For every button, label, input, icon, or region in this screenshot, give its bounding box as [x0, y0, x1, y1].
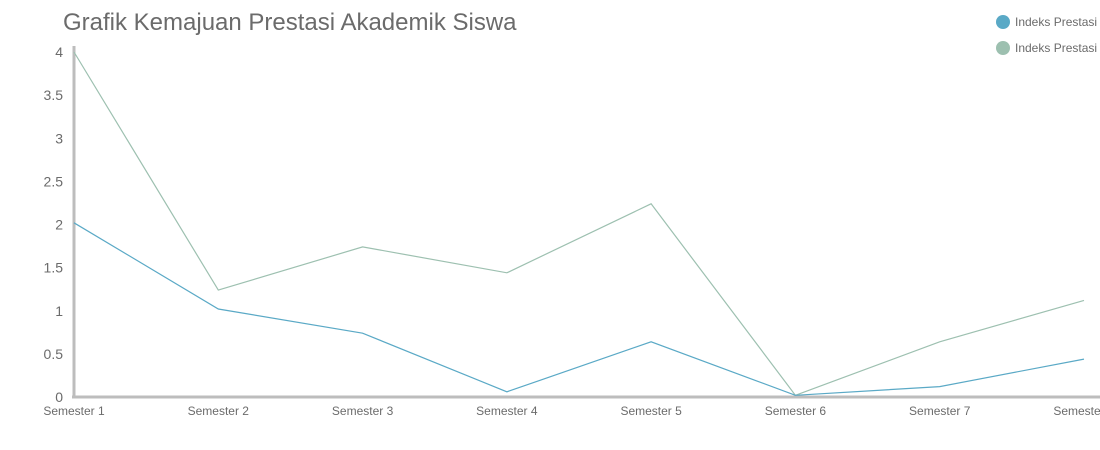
x-tick-label: Semester 5 — [620, 404, 682, 418]
y-tick-label: 4 — [55, 44, 63, 60]
series-line-1 — [73, 222, 1085, 396]
series-group — [73, 51, 1085, 397]
y-tick-label: 3 — [55, 130, 63, 146]
legend-item-series-2[interactable]: Indeks Prestasi — [996, 39, 1100, 56]
x-tick-label: Semester 3 — [332, 404, 394, 418]
x-axis-group: Semester 1 Semester 2 Semester 3 Semester 4… — [43, 395, 1100, 418]
x-tick-label: Semester 8 — [1053, 404, 1100, 418]
y-tick-label: 1 — [55, 303, 63, 319]
y-tick-label: 0.5 — [44, 346, 64, 362]
legend-item-series-1[interactable]: Indeks Prestasi — [996, 13, 1100, 30]
x-tick-label: Semester 6 — [765, 404, 827, 418]
y-tick-label: 2.5 — [44, 173, 64, 189]
x-tick-label: Semester 4 — [476, 404, 538, 418]
y-tick-label: 0 — [55, 389, 63, 405]
legend-swatch-series-1 — [996, 14, 1010, 29]
x-tick-label: Semester 1 — [43, 404, 105, 418]
series-line-2 — [73, 51, 1085, 397]
legend-swatch-series-2 — [996, 40, 1010, 55]
legend: Indeks Prestasi Indeks Prestasi — [996, 13, 1100, 65]
y-axis-group: 0 0.5 1 1.5 2 2.5 3 3.5 4 — [44, 44, 76, 405]
x-tick-label: Semester 7 — [909, 404, 971, 418]
y-tick-label: 2 — [55, 217, 63, 233]
legend-label-series-2: Indeks Prestasi — [1015, 40, 1098, 55]
legend-label-series-1: Indeks Prestasi — [1015, 14, 1098, 29]
y-tick-label: 3.5 — [44, 87, 64, 103]
y-tick-label: 1.5 — [44, 260, 64, 276]
x-tick-label: Semester 2 — [188, 404, 250, 418]
chart-title: Grafik Kemajuan Prestasi Akademik Siswa — [63, 9, 517, 36]
